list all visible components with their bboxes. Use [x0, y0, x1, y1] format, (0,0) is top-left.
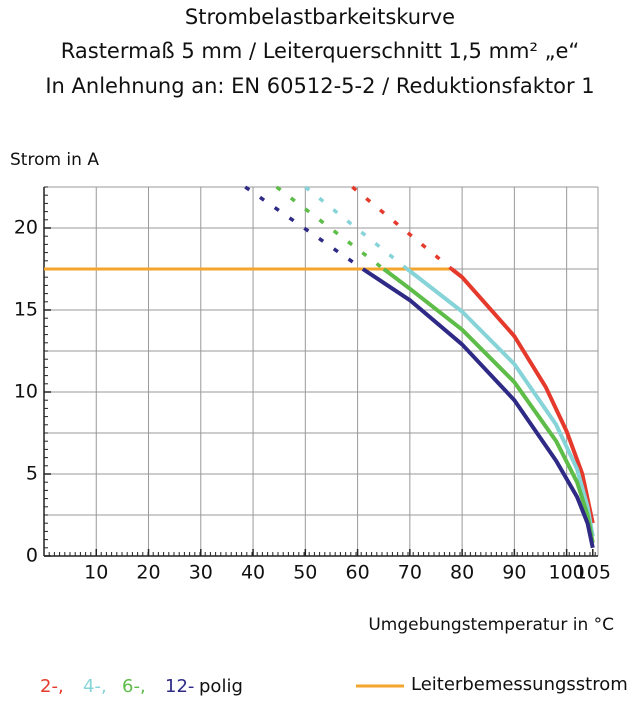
current-curve [406, 267, 595, 537]
current-curve [382, 267, 595, 544]
x-tick-label: 10 [84, 562, 108, 584]
current-curve [361, 267, 595, 549]
x-tick-label: 105 [575, 562, 611, 584]
x-tick-label: 80 [450, 562, 474, 584]
y-tick-label: 10 [14, 381, 38, 403]
extrapolated-curve [351, 185, 453, 271]
chart-subtitle: In Anlehnung an: EN 60512-5-2 / Reduktio… [45, 74, 594, 98]
legend-suffix: polig [199, 676, 243, 697]
current-curve [450, 267, 595, 524]
y-tick-label: 20 [14, 217, 38, 239]
chart-subtitle: Rastermaß 5 mm / Leiterquerschnitt 1,5 m… [61, 39, 580, 63]
x-tick-label: 40 [241, 562, 265, 584]
legend-entry: Leiterbemessungsstrom [411, 674, 628, 695]
legend-entry: 12- [165, 676, 194, 697]
x-tick-label: 70 [398, 562, 422, 584]
x-tick-label: 100 [549, 562, 585, 584]
x-tick-label: 20 [136, 562, 160, 584]
y-tick-label: 15 [14, 299, 38, 321]
legend-entry: 6-, [122, 676, 146, 697]
extrapolated-curve [304, 185, 409, 271]
x-tick-label: 90 [502, 562, 526, 584]
extrapolated-curve [275, 185, 385, 271]
legend-entry: 2-, [40, 676, 64, 697]
x-tick-label: 60 [345, 562, 369, 584]
x-tick-label: 30 [189, 562, 213, 584]
legend-entry: 4-, [83, 676, 107, 697]
chart-title: Strombelastbarkeitskurve [185, 5, 455, 29]
y-axis-label: Strom in A [10, 150, 99, 170]
x-axis-label: Umgebungstemperatur in °C [368, 615, 614, 635]
y-tick-label: 0 [26, 545, 38, 567]
x-tick-label: 50 [293, 562, 317, 584]
y-tick-label: 5 [26, 463, 38, 485]
